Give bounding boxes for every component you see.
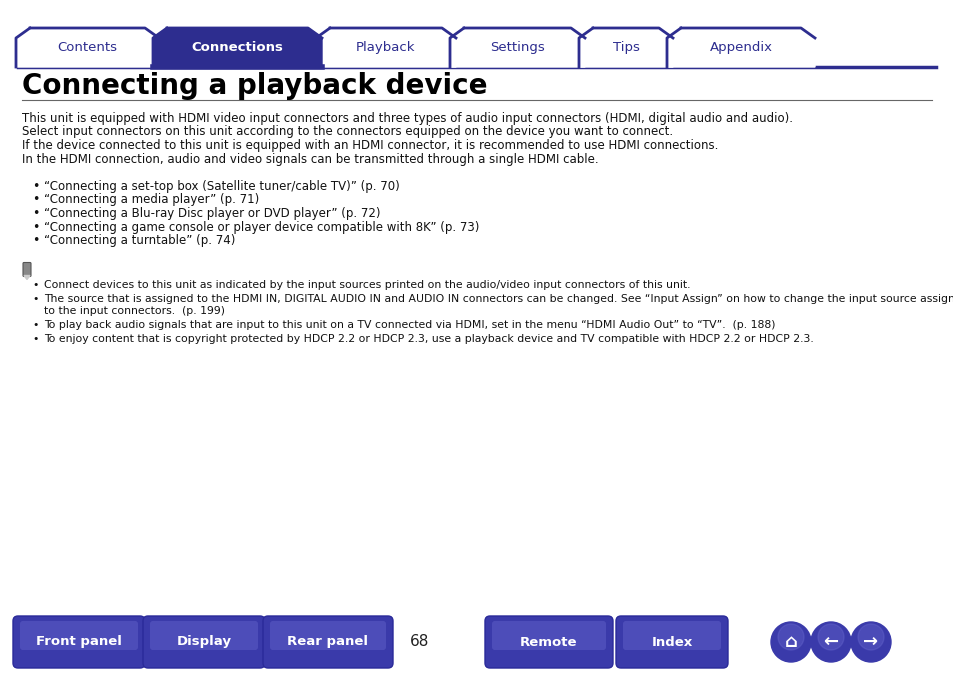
Text: In the HDMI connection, audio and video signals can be transmitted through a sin: In the HDMI connection, audio and video … (22, 153, 598, 166)
Text: “Connecting a Blu-ray Disc player or DVD player” (p. 72): “Connecting a Blu-ray Disc player or DVD… (44, 207, 380, 220)
Text: Connecting a playback device: Connecting a playback device (22, 72, 487, 100)
Text: Rear panel: Rear panel (287, 635, 368, 649)
Text: Connect devices to this unit as indicated by the input sources printed on the au: Connect devices to this unit as indicate… (44, 279, 690, 289)
Polygon shape (24, 275, 30, 279)
Text: If the device connected to this unit is equipped with an HDMI connector, it is r: If the device connected to this unit is … (22, 139, 718, 152)
Text: Appendix: Appendix (709, 41, 772, 54)
FancyBboxPatch shape (13, 616, 145, 668)
Circle shape (857, 624, 883, 650)
FancyBboxPatch shape (616, 616, 727, 668)
Text: Tips: Tips (612, 41, 639, 54)
Text: Settings: Settings (490, 41, 544, 54)
FancyBboxPatch shape (492, 621, 605, 650)
FancyBboxPatch shape (23, 262, 30, 277)
Text: •: • (32, 279, 38, 289)
Circle shape (770, 622, 810, 662)
Text: •: • (32, 234, 39, 247)
FancyBboxPatch shape (263, 616, 393, 668)
Text: “Connecting a set-top box (Satellite tuner/cable TV)” (p. 70): “Connecting a set-top box (Satellite tun… (44, 180, 399, 193)
Text: →: → (862, 633, 878, 651)
Text: Select input connectors on this unit according to the connectors equipped on the: Select input connectors on this unit acc… (22, 125, 673, 139)
Text: •: • (32, 221, 39, 234)
Polygon shape (16, 28, 159, 67)
FancyBboxPatch shape (20, 621, 138, 650)
Text: Index: Index (651, 635, 692, 649)
Text: Connections: Connections (192, 41, 283, 54)
Text: ←: ← (822, 633, 838, 651)
Text: •: • (32, 194, 39, 207)
Circle shape (817, 624, 843, 650)
Text: Contents: Contents (57, 41, 117, 54)
Text: 68: 68 (410, 635, 429, 649)
Text: To play back audio signals that are input to this unit on a TV connected via HDM: To play back audio signals that are inpu… (44, 320, 775, 330)
Text: •: • (32, 207, 39, 220)
Text: to the input connectors.  (p. 199): to the input connectors. (p. 199) (44, 306, 225, 316)
FancyBboxPatch shape (143, 616, 265, 668)
FancyBboxPatch shape (484, 616, 613, 668)
Polygon shape (666, 28, 814, 67)
FancyBboxPatch shape (150, 621, 257, 650)
Text: Remote: Remote (519, 635, 578, 649)
Polygon shape (578, 28, 672, 67)
Text: “Connecting a turntable” (p. 74): “Connecting a turntable” (p. 74) (44, 234, 235, 247)
Circle shape (850, 622, 890, 662)
Circle shape (778, 624, 803, 650)
FancyBboxPatch shape (270, 621, 386, 650)
FancyBboxPatch shape (622, 621, 720, 650)
Text: •: • (32, 334, 38, 345)
Polygon shape (152, 28, 322, 67)
Text: “Connecting a media player” (p. 71): “Connecting a media player” (p. 71) (44, 194, 259, 207)
Text: •: • (32, 180, 39, 193)
Text: •: • (32, 320, 38, 330)
Polygon shape (315, 28, 456, 67)
Text: To enjoy content that is copyright protected by HDCP 2.2 or HDCP 2.3, use a play: To enjoy content that is copyright prote… (44, 334, 813, 345)
Text: Display: Display (176, 635, 232, 649)
Text: The source that is assigned to the HDMI IN, DIGITAL AUDIO IN and AUDIO IN connec: The source that is assigned to the HDMI … (44, 294, 953, 304)
Text: Playback: Playback (355, 41, 416, 54)
Text: “Connecting a game console or player device compatible with 8K” (p. 73): “Connecting a game console or player dev… (44, 221, 478, 234)
Circle shape (810, 622, 850, 662)
Text: This unit is equipped with HDMI video input connectors and three types of audio : This unit is equipped with HDMI video in… (22, 112, 792, 125)
Text: Front panel: Front panel (36, 635, 122, 649)
Text: •: • (32, 294, 38, 304)
Polygon shape (450, 28, 584, 67)
Text: ⌂: ⌂ (783, 633, 797, 651)
